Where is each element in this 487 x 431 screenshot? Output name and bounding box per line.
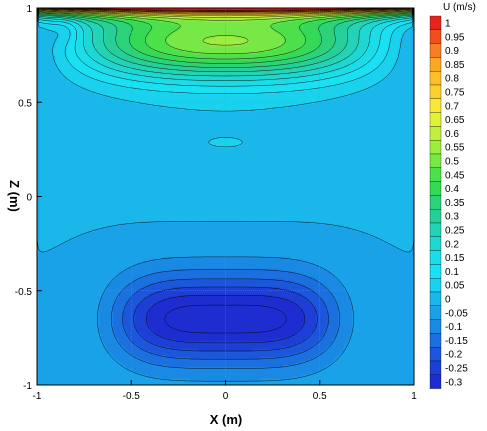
legend-label: 1 [445, 19, 451, 30]
legend-swatch [429, 236, 442, 251]
legend-swatch [429, 374, 442, 389]
x-tick-label: 0.5 [313, 391, 327, 402]
legend-swatch [429, 84, 442, 99]
legend-swatch [429, 15, 442, 30]
contour-line [145, 294, 306, 344]
legend-swatch [429, 360, 442, 375]
legend-label: 0.95 [445, 32, 465, 43]
y-axis-title: Z (m) [7, 180, 22, 212]
contour-line [122, 278, 329, 360]
legend-swatch [429, 71, 442, 86]
legend-swatch [429, 222, 442, 237]
y-tick-label: -0.5 [15, 287, 33, 298]
legend-label: 0.7 [445, 101, 459, 112]
legend-label: 0.25 [445, 226, 465, 237]
grid-lines [37, 8, 414, 385]
legend-label: -0.1 [445, 322, 463, 333]
legend-label: -0.3 [445, 377, 463, 388]
x-tick-label: 0 [223, 391, 229, 402]
legend-swatch [429, 209, 442, 224]
legend-label: 0.9 [445, 46, 459, 57]
legend-swatch [429, 181, 442, 196]
legend-label: -0.2 [445, 350, 463, 361]
legend-label: -0.15 [445, 336, 468, 347]
contour-line [164, 304, 287, 334]
y-tick-label: 1 [26, 4, 32, 15]
contour-plot-area [36, 7, 415, 386]
legend-swatch [429, 98, 442, 113]
legend-label: 0.75 [445, 88, 465, 99]
legend-label: 0.2 [445, 239, 459, 250]
contour-line [97, 256, 354, 382]
x-tick-label: 1 [411, 391, 417, 402]
contour-line [52, 8, 400, 11]
x-axis-title: X (m) [210, 412, 243, 427]
legend-label: 0.65 [445, 115, 465, 126]
y-tick-label: -1 [23, 381, 32, 392]
legend-swatch [429, 264, 442, 279]
legend-label: 0.85 [445, 60, 465, 71]
y-tick-label: 0 [26, 193, 32, 204]
legend-swatch [429, 29, 442, 44]
legend-swatch [429, 333, 442, 348]
x-tick-label: -0.5 [123, 391, 141, 402]
contour-lines [37, 8, 414, 382]
legend-label: 0.8 [445, 74, 459, 85]
legend-label: 0.5 [445, 157, 459, 168]
legend-label: 0.35 [445, 198, 465, 209]
legend-swatch [429, 43, 442, 58]
legend-swatch [429, 126, 442, 141]
legend-swatch [429, 250, 442, 265]
legend-label: 0.55 [445, 143, 465, 154]
contour-line [133, 286, 318, 352]
legend-swatch [429, 291, 442, 306]
legend-label: 0.1 [445, 267, 459, 278]
legend-label: 0.3 [445, 212, 459, 223]
legend-swatch [429, 167, 442, 182]
x-axis: -1 -0.5 0 0.5 1 [33, 380, 417, 402]
contour-line [42, 8, 409, 12]
legend-swatch [429, 112, 442, 127]
legend-label: -0.05 [445, 308, 468, 319]
legend: U (m/s) 1 0.95 0.9 0.85 0.8 0.75 0.7 0.65 0.6 0.5… [429, 2, 476, 389]
legend-label: 0.45 [445, 170, 465, 181]
legend-swatch [429, 319, 442, 334]
x-tick-label: -1 [33, 391, 42, 402]
legend-label: -0.25 [445, 364, 468, 375]
legend-label: 0.6 [445, 129, 459, 140]
legend-label: 0.4 [445, 184, 459, 195]
legend-title: U (m/s) [443, 2, 476, 13]
y-axis: -1 -0.5 0 0.5 1 [15, 4, 42, 392]
legend-swatch [429, 195, 442, 210]
legend-swatch [429, 57, 442, 72]
legend-swatch [429, 278, 442, 293]
legend-swatch [429, 347, 442, 362]
legend-label: 0.05 [445, 281, 465, 292]
legend-swatch [429, 140, 442, 155]
legend-label: 0 [445, 295, 451, 306]
legend-swatch [429, 153, 442, 168]
legend-swatch [429, 305, 442, 320]
legend-label: 0.15 [445, 253, 465, 264]
y-tick-label: 0.5 [18, 98, 32, 109]
